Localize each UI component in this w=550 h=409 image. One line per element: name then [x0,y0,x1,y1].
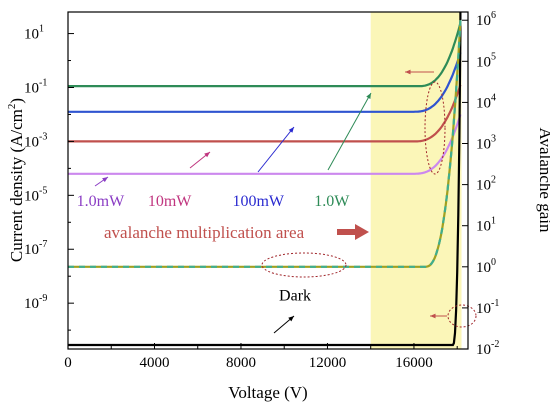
y-right-tick-label: 102 [476,175,496,194]
area-arrow-head [355,224,369,240]
series-line-10mw [68,84,462,143]
plot-frame [67,11,469,350]
y-axis-left-label-sup: 2 [6,104,18,110]
series-line-dark [68,12,462,347]
x-tick-label: 8000 [226,355,256,371]
arrow-1mw-head [102,177,108,183]
area-label: avalanche multiplication area [104,223,305,242]
arrow-1w [327,92,372,171]
x-tick-label: 4000 [139,355,169,371]
ellipse-right-axis [447,304,477,328]
avalanche-region-shade [370,12,462,349]
arrow-dark-head [288,316,294,322]
y-left-tick-label: 10-1 [24,77,47,96]
area-arrow-shaft [337,229,355,235]
label-10mw: 10mW [148,193,192,210]
y-left-tick-label: 10-7 [24,239,47,258]
ellipse-gain-curve [261,252,347,278]
y-right-tick-label: 10-1 [476,298,499,317]
arrow-1w-head [366,93,371,99]
series-line-100mw [68,52,462,113]
y-left-tick-label: 10-5 [24,185,47,204]
label-100mw: 100mW [232,193,284,210]
x-tick-label: 12000 [309,355,347,371]
y-right-tick-label: 104 [476,92,496,111]
y-right-tick-label: 100 [476,257,496,276]
y-axis-right-label: Avalanche gain [536,128,550,233]
arrow-100mw [257,126,295,173]
y-left-tick-label: 101 [24,24,44,43]
x-tick-label: 0 [64,355,72,371]
label-1-0mw: 1.0mW [77,193,125,210]
series-line-1-0w [68,22,462,88]
arrow-to-left-axis-head [405,69,411,75]
label-dark: Dark [279,287,311,304]
y-right-tick-label: 105 [476,51,496,70]
arrow-to-right-axis-head [430,313,436,319]
y-right-tick-label: 101 [476,216,496,235]
y-right-tick-label: 106 [476,10,496,29]
label-1-0w: 1.0W [314,193,350,210]
y-axis-left-label-prefix: Current density (A/cm [7,109,26,262]
series-line-avalanche-gain [68,20,462,268]
y-right-tick-label: 103 [476,134,496,153]
arrow-100mw-head [288,127,294,133]
x-axis-label: Voltage (V) [228,383,307,402]
arrow-10mw-head [204,152,210,158]
y-left-tick-label: 10-9 [24,293,47,312]
y-left-tick-label: 10-3 [24,131,47,150]
y-axis-left-label-suffix: ) [7,98,26,104]
y-axis-left-label: Current density (A/cm2) [6,98,26,262]
y-right-tick-label: 10-2 [476,339,499,358]
series-line-1-0mw [68,114,462,175]
ellipse-current-curves [424,81,446,175]
x-tick-label: 16000 [395,355,433,371]
